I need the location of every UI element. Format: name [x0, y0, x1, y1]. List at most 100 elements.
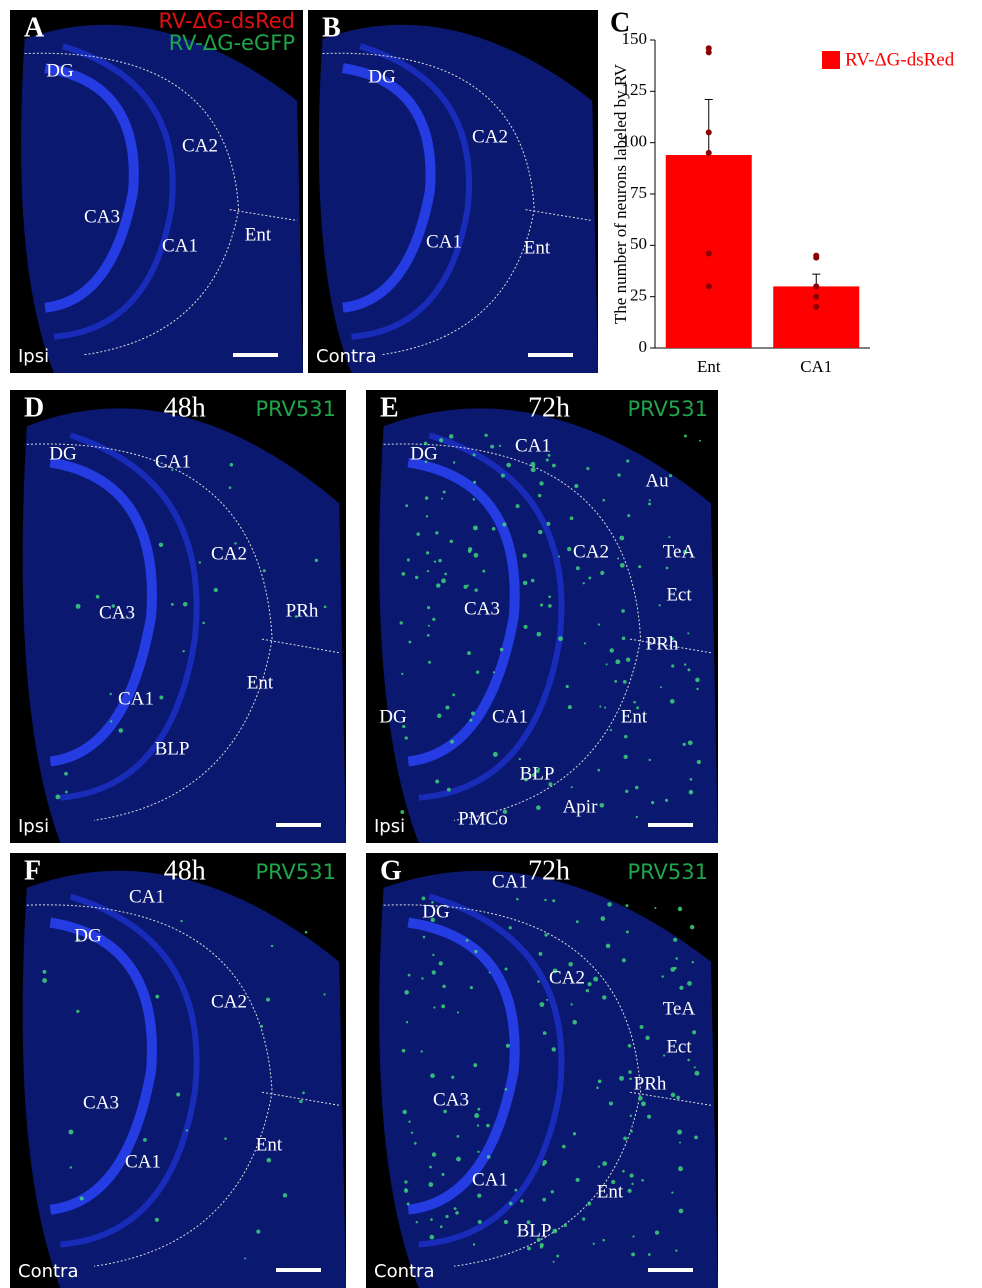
- labeled-cell: [430, 917, 436, 923]
- region-label: CA3: [464, 598, 500, 619]
- labeled-cell: [270, 944, 274, 948]
- labeled-cell: [426, 634, 430, 637]
- labeled-cell: [587, 981, 592, 987]
- labeled-cell: [413, 1142, 417, 1145]
- hippocampus-outer: [351, 43, 472, 340]
- panel-letter: D: [24, 392, 44, 423]
- labeled-cell: [639, 1024, 644, 1029]
- labeled-cell: [472, 1243, 476, 1246]
- labeled-cell: [526, 1220, 531, 1225]
- hippocampus: [407, 457, 520, 767]
- labeled-cell: [645, 1035, 650, 1041]
- labeled-cell: [619, 562, 625, 568]
- labeled-cell: [410, 1131, 414, 1134]
- y-tick-label: 50: [630, 234, 647, 253]
- labeled-cell: [633, 700, 636, 704]
- labeled-cell: [486, 1155, 491, 1159]
- legend-entry: RV-ΔG-dsRed: [845, 49, 955, 70]
- labeled-cell: [500, 473, 505, 478]
- side-label: Ipsi: [18, 346, 49, 367]
- labeled-cell: [424, 460, 428, 463]
- labeled-cell: [438, 961, 443, 966]
- region-label: CA1: [118, 688, 154, 709]
- region-outline: [383, 443, 642, 821]
- labeled-cell: [266, 1157, 272, 1163]
- labeled-cell: [491, 526, 496, 531]
- labeled-cell: [463, 584, 468, 589]
- labeled-cell: [535, 769, 540, 774]
- data-point: [813, 254, 820, 261]
- hippocampus-outer: [418, 893, 565, 1248]
- labeled-cell: [586, 466, 590, 471]
- labeled-cell: [550, 1190, 554, 1194]
- labeled-cell: [648, 502, 652, 506]
- marker-label: PRV531: [627, 397, 708, 421]
- labeled-cell: [537, 493, 542, 498]
- labeled-cell: [682, 549, 688, 555]
- labeled-cell: [570, 786, 573, 789]
- panel-letter: B: [322, 12, 341, 43]
- labeled-cell: [588, 576, 592, 580]
- labeled-cell: [611, 1179, 616, 1185]
- labeled-cell: [435, 531, 439, 535]
- region-label: Ect: [666, 1036, 692, 1057]
- labeled-cell: [676, 1095, 680, 1100]
- labeled-cell: [538, 952, 543, 956]
- labeled-cell: [648, 758, 651, 762]
- labeled-cell: [631, 1252, 635, 1257]
- labeled-cell: [402, 724, 406, 729]
- hippocampus-outer: [60, 432, 200, 801]
- labeled-cell: [422, 935, 426, 939]
- labeled-cell: [627, 1188, 632, 1193]
- region-label: CA1: [129, 886, 165, 907]
- labeled-cell: [450, 739, 454, 744]
- region-label: CA3: [99, 602, 135, 623]
- labeled-cell: [505, 1043, 510, 1048]
- labeled-cell: [592, 1242, 595, 1245]
- labeled-cell: [615, 659, 621, 665]
- labeled-cell: [202, 621, 205, 625]
- side-label: Contra: [18, 1261, 78, 1282]
- labeled-cell: [548, 595, 552, 599]
- labeled-cell: [185, 1129, 188, 1132]
- data-point: [705, 129, 712, 136]
- labeled-cell: [647, 1253, 651, 1256]
- region-outline: [261, 1091, 340, 1106]
- labeled-cell: [673, 937, 678, 942]
- region-label: CA2: [472, 126, 508, 147]
- labeled-cell: [499, 444, 502, 447]
- labeled-cell: [449, 539, 454, 544]
- labeled-cell: [544, 933, 548, 937]
- labeled-cell: [424, 496, 429, 500]
- labeled-cell: [632, 1235, 635, 1238]
- labeled-cell: [638, 565, 642, 569]
- labeled-cell: [687, 740, 693, 746]
- labeled-cell: [159, 695, 164, 700]
- labeled-cell: [492, 671, 495, 674]
- hippocampus: [407, 917, 520, 1215]
- region-label: CA3: [84, 206, 120, 227]
- labeled-cell: [548, 782, 553, 787]
- labeled-cell: [425, 551, 430, 555]
- labeled-cell: [515, 504, 520, 509]
- labeled-cell: [455, 1211, 459, 1215]
- y-tick-label: 125: [622, 80, 648, 99]
- data-point: [705, 45, 712, 52]
- labeled-cell: [401, 672, 404, 676]
- labeled-cell: [646, 1114, 652, 1119]
- panel-letter: E: [380, 392, 399, 423]
- labeled-cell: [563, 1223, 567, 1228]
- region-label: CA1: [162, 235, 198, 256]
- labeled-cell: [596, 1086, 599, 1090]
- labeled-cell: [605, 663, 608, 666]
- labeled-cell: [600, 916, 606, 921]
- region-label: CA1: [125, 1151, 161, 1172]
- labeled-cell: [551, 463, 556, 468]
- labeled-cell: [432, 617, 436, 621]
- labeled-cell: [299, 1099, 303, 1104]
- labeled-cell: [537, 980, 540, 983]
- labeled-cell: [692, 1030, 697, 1035]
- labeled-cell: [625, 930, 629, 934]
- labeled-cell: [558, 636, 563, 642]
- hippocampus-outer: [53, 43, 176, 340]
